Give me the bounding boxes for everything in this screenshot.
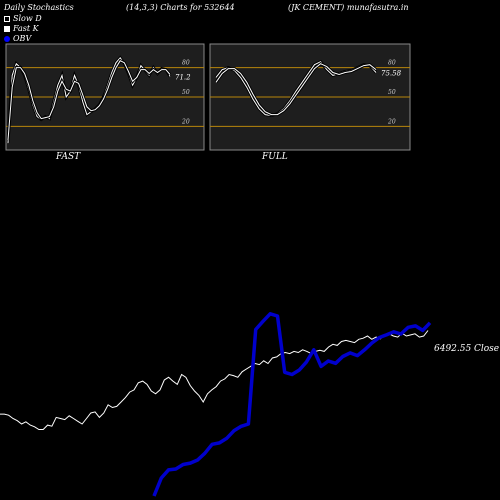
fast-panel-label: FAST xyxy=(56,152,81,162)
legend-fast-k-label: Fast K xyxy=(13,24,39,33)
legend-slow-d-label: Slow D xyxy=(13,14,42,23)
chart-title: Daily Stochastics xyxy=(4,3,74,12)
close-label: Close xyxy=(474,344,499,354)
obv-last-value: 6492.55 xyxy=(434,344,471,354)
legend-obv-label: OBV xyxy=(13,34,32,43)
blue-dot-icon xyxy=(4,35,10,42)
fast-tick-label-50: 50 xyxy=(182,89,190,96)
full-last-value: 75.58 xyxy=(381,70,402,78)
chart-params: (14,3,3) Charts for 532644 xyxy=(126,3,235,12)
full-panel-label: FULL xyxy=(262,152,288,162)
fast-tick-label-20: 20 xyxy=(181,118,190,125)
legend-slow-d: Slow D xyxy=(4,14,42,23)
fast-tick-label-80: 80 xyxy=(182,60,190,67)
stock-name: (JK CEMENT) munafasutra.in xyxy=(288,3,409,12)
full-slow-d-line xyxy=(215,63,377,116)
fast-slow-d-line xyxy=(7,60,171,141)
obv-line xyxy=(152,312,432,497)
filled-square-icon xyxy=(4,25,10,32)
full-tick-label-50: 50 xyxy=(388,89,396,96)
hollow-square-icon xyxy=(4,15,10,22)
legend-fast-k: Fast K xyxy=(4,24,39,33)
legend-obv: OBV xyxy=(4,34,31,43)
close-price-line xyxy=(0,330,429,430)
full-tick-label-80: 80 xyxy=(388,60,396,67)
fast-last-value: 71.2 xyxy=(175,73,191,81)
full-tick-label-20: 20 xyxy=(387,118,396,125)
